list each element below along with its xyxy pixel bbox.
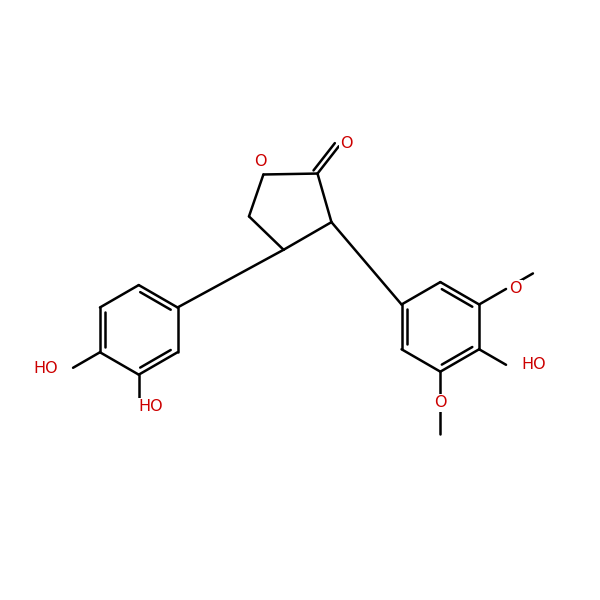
Text: O: O: [254, 154, 266, 169]
Text: HO: HO: [33, 361, 58, 376]
Text: HO: HO: [521, 357, 546, 372]
Text: O: O: [340, 136, 353, 151]
Text: O: O: [509, 281, 522, 296]
Text: O: O: [434, 395, 446, 410]
Text: HO: HO: [139, 400, 163, 415]
